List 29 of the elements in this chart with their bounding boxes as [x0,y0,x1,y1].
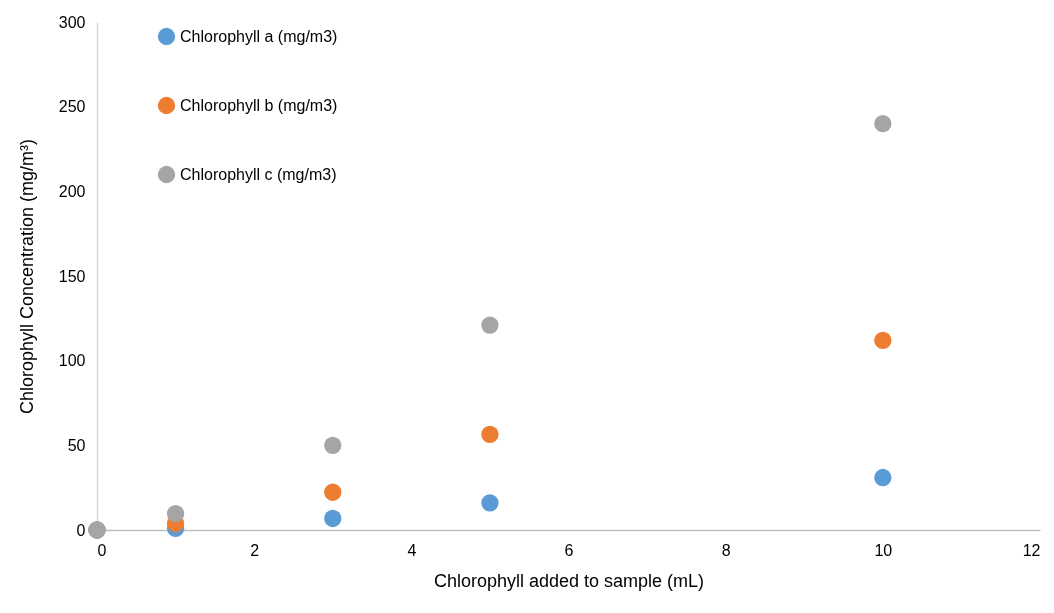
point [324,483,342,501]
x-tick-label: 4 [407,541,417,559]
x-tick-label: 12 [1022,541,1041,559]
y-tick-label: 300 [58,13,86,31]
point [481,425,499,443]
point [324,509,342,528]
point [324,436,342,454]
x-axis-title: Chlorophyll added to sample (mL) [433,570,705,591]
x-tick-label: 8 [721,541,731,559]
point [481,494,499,512]
y-tick-label: 0 [76,521,86,539]
y-tick-label: 150 [58,267,86,285]
point [166,505,185,523]
y-tick-label: 200 [58,182,86,200]
point [874,114,892,133]
legend-label: Chlorophyll b (mg/m3) [180,96,338,114]
x-tick-label: 10 [874,541,893,559]
y-tick-label: 250 [58,98,86,116]
y-axis-title: Chlorophyll Concentration (mg/m³) [16,138,37,415]
y-tick-label: 100 [58,352,86,370]
point [874,331,892,349]
y-tick-label: 50 [67,436,86,454]
point [481,316,499,334]
legend-label: Chlorophyll c (mg/m3) [180,165,337,183]
point [874,468,892,487]
x-tick-label: 2 [250,541,260,559]
legend-label: Chlorophyll a (mg/m3) [180,27,338,45]
x-tick-label: 0 [97,541,107,559]
x-tick-label: 6 [564,541,574,559]
